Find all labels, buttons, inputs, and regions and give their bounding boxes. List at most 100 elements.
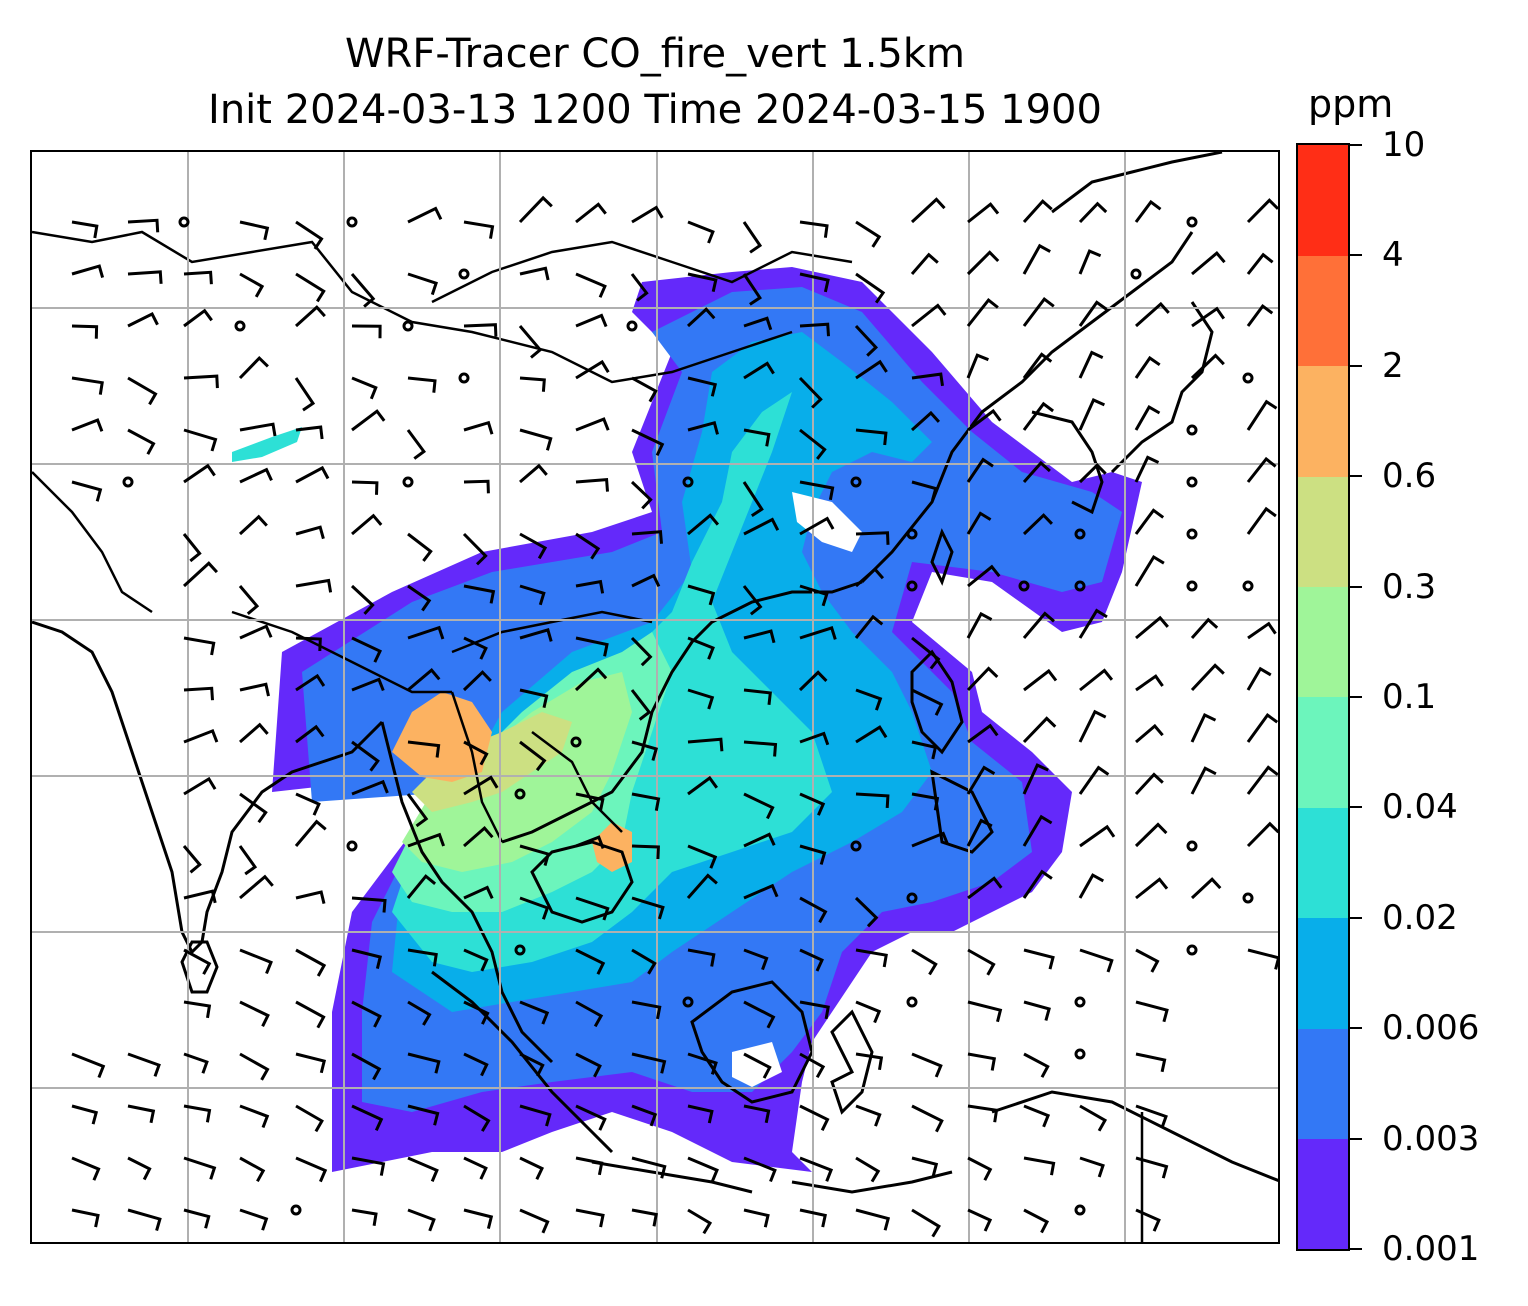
wind-barb (1078, 201, 1108, 224)
calm-wind-marker (402, 320, 414, 332)
wind-barb (519, 428, 553, 451)
wind-barb (295, 1156, 328, 1183)
wind-barb (463, 1000, 490, 1025)
plume-level-0.6-b (592, 822, 632, 872)
wind-barb (295, 272, 326, 303)
wind-barb (519, 844, 551, 867)
colorbar-tick-label: 0.001 (1382, 1229, 1480, 1269)
coastline-taiwan (930, 528, 954, 586)
wind-barb (1191, 250, 1226, 276)
wind-barb (1135, 1052, 1167, 1073)
wind-barb (687, 1208, 713, 1235)
coastline-java (591, 1160, 753, 1194)
wind-barb (687, 1156, 719, 1182)
calm-wind-marker (1186, 528, 1198, 540)
wind-barb (239, 948, 273, 975)
wind-barb (1190, 877, 1222, 900)
wind-barb (351, 409, 386, 432)
wind-barb (127, 270, 163, 284)
plume-patch-ocean-hole (792, 492, 862, 552)
wind-barb (630, 480, 653, 510)
wind-barb (911, 831, 950, 848)
wind-barb (407, 625, 445, 640)
wind-barb (407, 948, 438, 967)
wind-barb (295, 636, 322, 652)
wind-barb (855, 1156, 881, 1183)
colorbar-segment (1298, 365, 1348, 477)
wind-barb (966, 765, 996, 795)
wind-barb (407, 740, 441, 758)
calm-wind-marker (1074, 996, 1086, 1008)
wind-barb (1134, 355, 1161, 379)
border-laos-vietnam (531, 731, 623, 833)
wind-barb (855, 428, 888, 446)
calm-wind-marker (1186, 580, 1198, 592)
wind-barb (295, 1104, 324, 1133)
wind-barb (295, 465, 330, 484)
wind-barb (911, 480, 938, 501)
chart-title-line-2: Init 2024-03-13 1200 Time 2024-03-15 190… (208, 87, 1102, 133)
wind-barb (239, 220, 270, 241)
wind-barb (295, 792, 321, 816)
wind-barb (631, 376, 658, 403)
wind-barb (1078, 709, 1107, 743)
wind-barb (71, 1156, 101, 1181)
wind-barb (575, 579, 605, 594)
wind-barb (1135, 723, 1164, 744)
calm-wind-marker (1186, 944, 1198, 956)
wind-barb (463, 220, 495, 239)
coastline-sumatra (431, 970, 614, 1154)
wind-barb (743, 361, 775, 380)
coastline-new-guinea (991, 1090, 1278, 1183)
wind-barb (911, 792, 940, 811)
wind-barb (71, 1104, 99, 1125)
wind-barb (687, 420, 719, 435)
wind-barb (1134, 822, 1168, 848)
wind-barb (183, 270, 213, 285)
wind-barb (743, 1000, 776, 1029)
wind-barb (1134, 405, 1161, 431)
wind-barb (967, 1052, 997, 1071)
wind-barb (799, 896, 828, 924)
wind-barb (294, 819, 327, 847)
wind-barb (183, 463, 216, 484)
wind-barb (687, 584, 716, 606)
wind-barb (966, 353, 989, 379)
calm-wind-marker (1074, 1204, 1086, 1216)
wind-barb (630, 636, 653, 667)
wind-barb (463, 1104, 491, 1132)
calm-wind-marker (1186, 216, 1198, 228)
calm-wind-marker (1074, 580, 1086, 592)
wind-barb (407, 532, 433, 562)
wind-barb (687, 220, 715, 244)
wind-barb (1022, 199, 1053, 224)
wind-barb (463, 885, 494, 900)
calm-wind-marker (402, 476, 414, 488)
calm-wind-marker (1186, 476, 1198, 488)
wind-barb (519, 1052, 545, 1077)
wind-barb (575, 1104, 607, 1131)
wind-barb (1023, 1208, 1050, 1234)
wind-barb (1079, 668, 1114, 692)
wind-barb (743, 1052, 772, 1079)
colorbar-tick (1350, 1248, 1362, 1250)
wind-barb (1079, 824, 1116, 848)
plume-level-0.3 (412, 712, 572, 812)
wind-barb (183, 1208, 211, 1229)
wind-barb (294, 377, 316, 412)
wind-barb (1246, 765, 1278, 795)
colorbar-segment (1298, 1138, 1348, 1250)
calm-wind-marker (1242, 372, 1254, 384)
wind-barb (407, 667, 441, 692)
wind-barb (631, 1208, 658, 1227)
wind-barb (631, 844, 660, 860)
wind-barb (239, 1104, 270, 1129)
map-panel (30, 150, 1280, 1244)
wind-barb (519, 688, 549, 709)
wind-barb (799, 1156, 834, 1182)
wind-barb (518, 195, 553, 224)
wind-barb (1022, 243, 1051, 275)
colorbar-tick (1350, 144, 1362, 146)
wind-barb (351, 948, 383, 969)
wind-barb (463, 825, 494, 848)
